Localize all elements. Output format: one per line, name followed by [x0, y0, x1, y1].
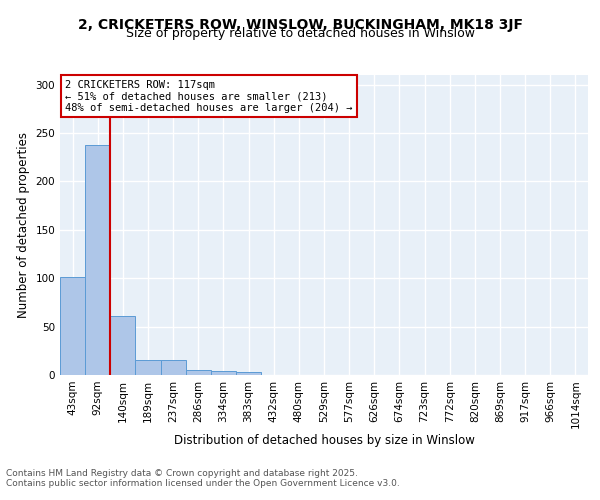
Text: 2 CRICKETERS ROW: 117sqm
← 51% of detached houses are smaller (213)
48% of semi-: 2 CRICKETERS ROW: 117sqm ← 51% of detach… [65, 80, 353, 112]
Bar [136, 360, 161, 375]
Text: 2, CRICKETERS ROW, WINSLOW, BUCKINGHAM, MK18 3JF: 2, CRICKETERS ROW, WINSLOW, BUCKINGHAM, … [77, 18, 523, 32]
Text: Contains public sector information licensed under the Open Government Licence v3: Contains public sector information licen… [6, 479, 400, 488]
X-axis label: Distribution of detached houses by size in Winslow: Distribution of detached houses by size … [173, 434, 475, 447]
Text: Size of property relative to detached houses in Winslow: Size of property relative to detached ho… [125, 28, 475, 40]
Bar [186, 370, 211, 375]
Bar [211, 371, 236, 375]
Text: Contains HM Land Registry data © Crown copyright and database right 2025.: Contains HM Land Registry data © Crown c… [6, 469, 358, 478]
Bar [110, 316, 136, 375]
Bar [236, 372, 261, 375]
Bar [161, 360, 186, 375]
Y-axis label: Number of detached properties: Number of detached properties [17, 132, 30, 318]
Bar [85, 144, 110, 375]
Bar [60, 278, 85, 375]
